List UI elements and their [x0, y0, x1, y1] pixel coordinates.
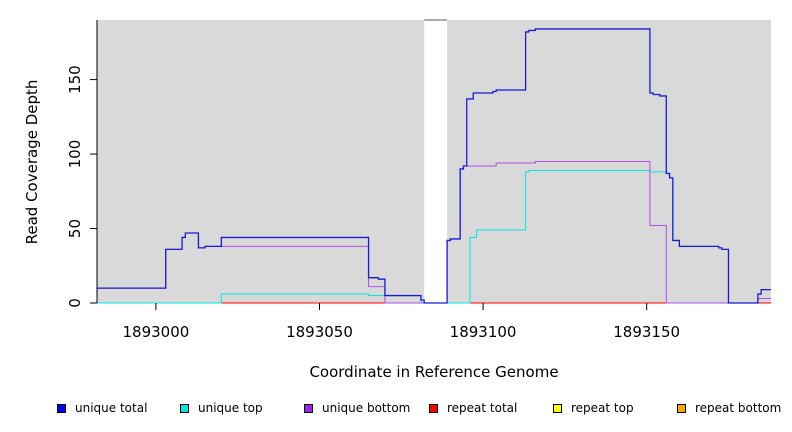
y-axis-label: Read Coverage Depth [23, 80, 41, 245]
coverage-chart: 0 50 100 150 1893000 1893050 1893100 1893150 Re… [23, 19, 771, 381]
unique-top-swatch [180, 403, 189, 413]
unique-bottom-swatch [304, 403, 313, 413]
y-tick-label: 0 [66, 298, 84, 308]
x-axis-label: Coordinate in Reference Genome [309, 363, 558, 381]
legend: unique total unique top unique bottom re… [0, 398, 792, 422]
repeat-top-swatch [553, 403, 562, 413]
repeat-total-swatch [429, 403, 438, 413]
legend-item-repeat-bottom: repeat bottom [677, 398, 781, 418]
legend-item-unique-top: unique top [180, 398, 263, 418]
legend-item-unique-bottom: unique bottom [304, 398, 410, 418]
y-tick-label: 50 [66, 219, 84, 238]
y-tick-label: 150 [66, 65, 84, 94]
axes: 0 50 100 150 1893000 1893050 1893100 1893150 [66, 20, 680, 341]
series-layer [97, 28, 771, 304]
legend-label: repeat total [447, 401, 518, 415]
x-tick-label: 1893100 [450, 323, 517, 341]
y-tick-label: 100 [66, 140, 84, 169]
x-tick-label: 1893150 [613, 323, 680, 341]
x-tick-label: 1893050 [286, 323, 353, 341]
legend-item-unique-total: unique total [57, 398, 147, 418]
repeat-bottom-swatch [677, 403, 686, 413]
series-unique-total [97, 28, 771, 304]
unique-total-swatch [57, 403, 66, 413]
legend-label: unique top [198, 401, 263, 415]
gap-region [424, 19, 448, 303]
gap-band [424, 20, 448, 303]
legend-label: unique total [75, 401, 148, 415]
legend-item-repeat-top: repeat top [553, 398, 634, 418]
legend-item-repeat-total: repeat total [429, 398, 517, 418]
legend-label: repeat bottom [695, 401, 782, 415]
legend-label: repeat top [571, 401, 634, 415]
x-tick-label: 1893000 [122, 323, 189, 341]
legend-label: unique bottom [322, 401, 411, 415]
